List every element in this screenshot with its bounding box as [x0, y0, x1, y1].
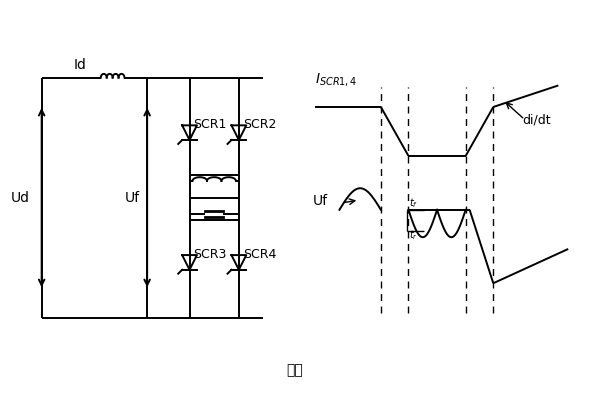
Text: SCR3: SCR3 — [193, 248, 227, 260]
Text: SCR4: SCR4 — [243, 248, 276, 260]
Text: $t_f$: $t_f$ — [409, 196, 419, 210]
Text: di/dt: di/dt — [522, 114, 551, 127]
Text: SCR2: SCR2 — [243, 118, 276, 131]
Text: $t_r$: $t_r$ — [409, 228, 418, 242]
Text: $I_{SCR1,4}$: $I_{SCR1,4}$ — [315, 71, 358, 88]
Text: 图一: 图一 — [287, 363, 304, 377]
Text: SCR1: SCR1 — [193, 118, 227, 131]
Text: Id: Id — [73, 58, 86, 72]
Text: Uf: Uf — [313, 194, 328, 208]
Text: Uf: Uf — [125, 190, 140, 204]
Text: Ud: Ud — [10, 190, 29, 204]
